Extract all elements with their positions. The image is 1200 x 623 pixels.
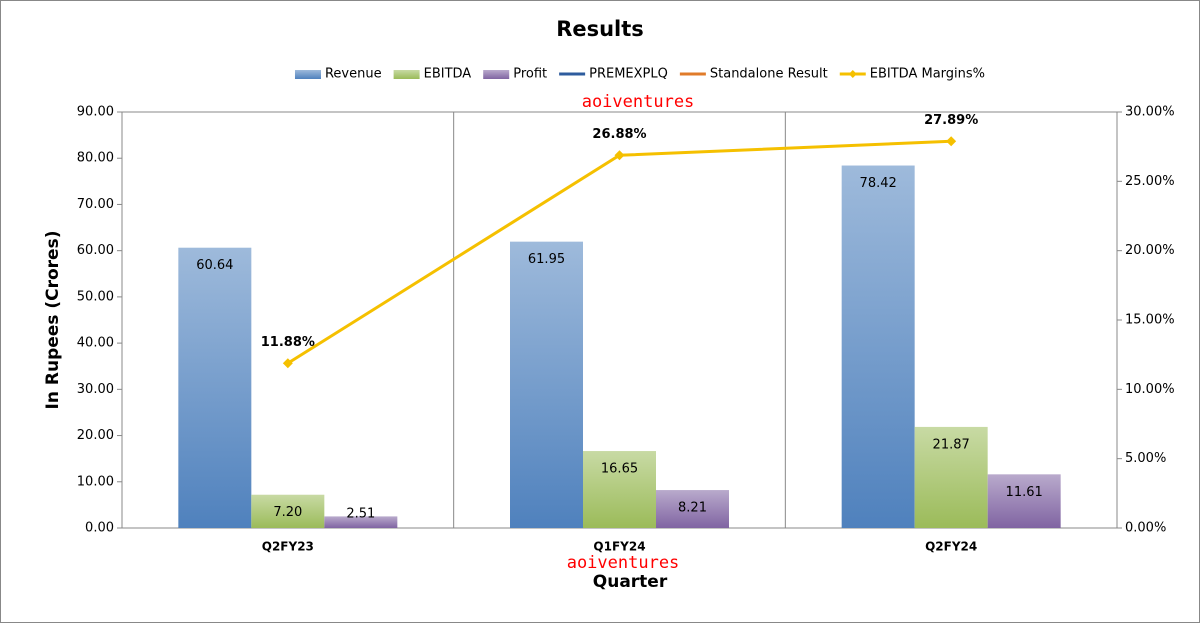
legend-label: PREMEXPLQ <box>589 67 668 82</box>
y2-tick-label: 20.00% <box>1125 243 1175 258</box>
legend-item: Standalone Result <box>679 67 828 82</box>
legend-label: EBITDA <box>424 67 472 82</box>
legend-item: Profit <box>483 67 547 82</box>
legend-swatch <box>393 70 420 79</box>
bar <box>987 474 1061 528</box>
x-tick-label: Q1FY24 <box>593 540 645 554</box>
data-label: 7.20 <box>273 505 302 520</box>
legend-item: EBITDA Margins% <box>839 67 985 82</box>
line-label: 11.88% <box>261 335 315 350</box>
y2-tick-label: 0.00% <box>1125 521 1166 536</box>
line-marker <box>946 136 957 147</box>
watermark: aoiventures <box>567 553 680 573</box>
watermark: aoiventures <box>582 92 695 112</box>
legend-label: Revenue <box>325 67 382 82</box>
data-label: 16.65 <box>601 462 638 477</box>
y2-tick-label: 25.00% <box>1125 174 1175 189</box>
y-tick-label: 60.00 <box>77 243 114 258</box>
x-axis-label: Quarter <box>593 572 668 592</box>
x-tick-label: Q2FY24 <box>925 540 977 554</box>
line-label: 27.89% <box>924 113 978 128</box>
y-tick-label: 20.00 <box>77 428 114 443</box>
y2-tick-label: 10.00% <box>1125 382 1175 397</box>
data-label: 8.21 <box>678 501 707 516</box>
legend-item: Revenue <box>294 67 382 82</box>
data-label: 78.42 <box>860 176 897 191</box>
line-marker <box>282 358 293 369</box>
data-label: 11.61 <box>1006 485 1043 500</box>
line-marker <box>614 150 625 161</box>
x-tick-label: Q2FY23 <box>262 540 314 554</box>
legend-label: EBITDA Margins% <box>870 67 985 82</box>
legend-label: Profit <box>513 67 547 82</box>
bar <box>656 490 729 528</box>
y-tick-label: 80.00 <box>77 151 114 166</box>
y-tick-label: 50.00 <box>77 289 114 304</box>
y-tick-label: 40.00 <box>77 336 114 351</box>
y2-tick-label: 15.00% <box>1125 313 1175 328</box>
legend-item: PREMEXPLQ <box>559 67 668 82</box>
y-axis-label: In Rupees (Crores) <box>43 231 63 410</box>
bar <box>510 241 583 529</box>
y-tick-label: 90.00 <box>77 105 114 120</box>
bar <box>178 247 252 529</box>
data-label: 21.87 <box>933 437 970 452</box>
y-tick-label: 30.00 <box>77 382 114 397</box>
bar <box>841 165 915 528</box>
legend-swatch <box>294 70 321 79</box>
legend-swatch <box>483 70 510 79</box>
y-tick-label: 10.00 <box>77 474 114 489</box>
bar <box>583 451 656 528</box>
legend-marker <box>848 70 857 78</box>
data-label: 2.51 <box>346 507 375 522</box>
y2-tick-label: 5.00% <box>1125 451 1166 466</box>
bar <box>914 426 988 528</box>
bar <box>324 516 398 528</box>
y2-tick-label: 30.00% <box>1125 105 1175 120</box>
bar <box>251 494 325 528</box>
data-label: 61.95 <box>528 252 565 267</box>
y-tick-label: 70.00 <box>77 197 114 212</box>
y-tick-label: 0.00 <box>85 521 114 536</box>
line-label: 26.88% <box>592 127 646 142</box>
data-label: 60.64 <box>196 258 233 273</box>
chart-title: Results <box>556 17 644 41</box>
legend-label: Standalone Result <box>710 67 828 82</box>
legend-item: EBITDA <box>393 67 472 82</box>
